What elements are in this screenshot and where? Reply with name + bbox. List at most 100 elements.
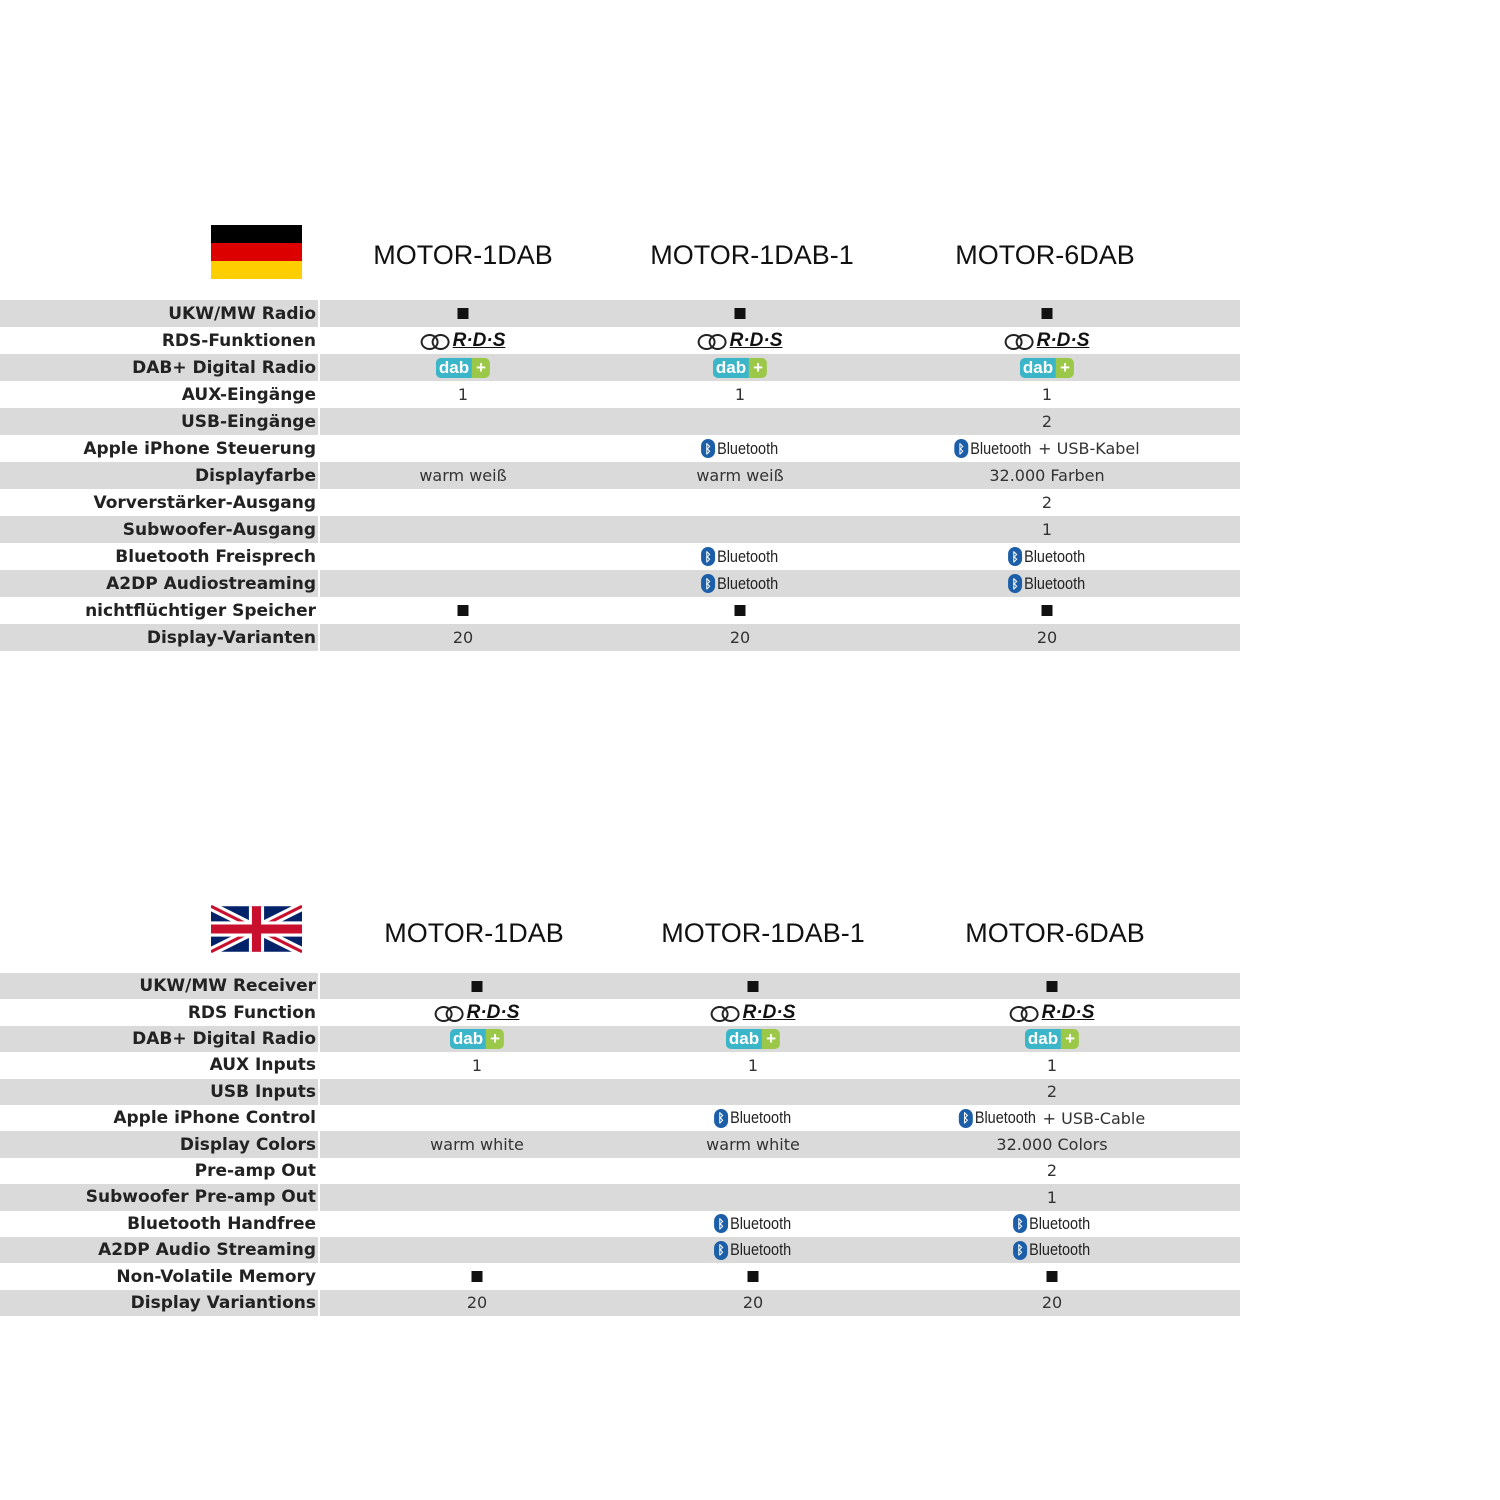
check-square-icon <box>457 308 469 319</box>
bluetooth-logo: ᛒ Bluetooth <box>714 1240 792 1260</box>
column-divider <box>318 1131 320 1158</box>
bluetooth-icon: ᛒ <box>1008 574 1023 593</box>
cell-value: 1 <box>1041 385 1053 404</box>
table-cell: 20 <box>1037 624 1057 651</box>
table-cell: ᛒ Bluetooth <box>1008 543 1086 570</box>
bluetooth-logo: ᛒ Bluetooth <box>701 439 779 459</box>
column-divider <box>318 570 320 597</box>
table-row: AUX-Eingänge 1 1 1 <box>0 381 1240 408</box>
cell-value: 1 <box>747 1055 759 1075</box>
rds-rings-icon <box>1009 1005 1040 1022</box>
bluetooth-icon: ᛒ <box>714 1108 729 1128</box>
bluetooth-logo: ᛒ Bluetooth <box>714 1214 792 1234</box>
cell-value: 32.000 Farben <box>989 466 1105 485</box>
cell-value: warm weiß <box>419 466 507 485</box>
cell-value: 2 <box>1041 412 1053 431</box>
bluetooth-logo: ᛒ Bluetooth <box>1013 1214 1091 1234</box>
table-cell: ᛒ Bluetooth <box>714 1237 792 1263</box>
row-label: USB Inputs <box>210 1081 316 1102</box>
table-cell: ᛒ Bluetooth <box>714 1105 792 1131</box>
bluetooth-logo-text: Bluetooth <box>730 1213 792 1233</box>
row-label: A2DP Audiostreaming <box>106 573 316 594</box>
row-label: Subwoofer-Ausgang <box>122 519 316 540</box>
bluetooth-icon: ᛒ <box>954 439 969 458</box>
dab-logo-text: dab <box>725 1028 763 1049</box>
bluetooth-logo: ᛒ Bluetooth <box>714 1108 792 1128</box>
cell-value: 20 <box>1036 628 1058 647</box>
table-row: Non-Volatile Memory <box>0 1263 1240 1290</box>
table-row: Subwoofer Pre-amp Out 1 <box>0 1184 1240 1211</box>
table-cell: ᛒ Bluetooth <box>701 570 779 597</box>
table-row: Apple iPhone Steuerung ᛒ Bluetooth ᛒ Bluetoo… <box>0 435 1240 462</box>
bluetooth-logo: ᛒ Bluetooth <box>958 1108 1037 1128</box>
table-cell: ᛒ Bluetooth <box>714 1211 792 1237</box>
table-row: Display Variantions 20 20 20 <box>0 1289 1240 1317</box>
rds-logo-text: R·D·S <box>1036 329 1090 351</box>
table-cell: 1 <box>1047 1052 1057 1078</box>
rds-logo-text: R·D·S <box>466 1001 520 1023</box>
table-row: USB-Eingänge 2 <box>0 408 1240 435</box>
check-square-icon <box>1046 1271 1058 1283</box>
row-label: USB-Eingänge <box>180 411 316 432</box>
column-divider <box>318 973 320 1000</box>
rds-rings-icon <box>434 1005 465 1022</box>
check-square-icon <box>747 980 759 992</box>
row-label: Apple iPhone Steuerung <box>83 438 316 459</box>
bluetooth-logo-text: Bluetooth <box>717 546 779 566</box>
table-cell: 2 <box>1042 489 1052 516</box>
table-cell: ᛒ Bluetooth + USB-Cable <box>958 1105 1146 1131</box>
column-divider <box>318 381 320 408</box>
table-row: Vorverstärker-Ausgang 2 <box>0 489 1240 516</box>
table-row: Subwoofer-Ausgang 1 <box>0 516 1240 543</box>
table-row: Displayfarbe warm weiß warm weiß 32.000 Far… <box>0 462 1240 489</box>
table-cell: warm white <box>706 1131 800 1157</box>
cell-value: 1 <box>457 385 469 404</box>
table-cell <box>471 973 483 999</box>
bluetooth-logo: ᛒ Bluetooth <box>1008 574 1086 594</box>
rds-logo: R·D·S <box>697 330 782 352</box>
column-divider <box>318 624 320 651</box>
table-cell <box>1046 1263 1058 1289</box>
check-square-icon <box>457 605 469 616</box>
bluetooth-icon: ᛒ <box>1013 1214 1028 1234</box>
table-cell: R·D·S <box>1004 327 1090 354</box>
column-divider <box>318 408 320 435</box>
column-divider <box>318 1237 320 1264</box>
model-header: MOTOR-6DAB <box>955 240 1135 270</box>
table-cell <box>1046 973 1058 999</box>
table-cell: ᛒ Bluetooth <box>701 435 779 462</box>
rds-logo-text: R·D·S <box>1041 1001 1095 1023</box>
cell-value: 20 <box>452 628 474 647</box>
table-cell: 20 <box>730 624 750 651</box>
table-cell: ᛒ Bluetooth <box>1013 1211 1091 1237</box>
check-square-icon <box>734 308 746 319</box>
table-cell: dab + <box>449 1026 505 1052</box>
rds-logo: R·D·S <box>434 1001 520 1024</box>
table-row: Apple iPhone Control ᛒ Bluetooth ᛒ Bluetooth… <box>0 1105 1240 1132</box>
table-row: Pre-amp Out 2 <box>0 1157 1240 1185</box>
table-cell: ᛒ Bluetooth + USB-Kabel <box>954 435 1140 462</box>
table-cell: 20 <box>743 1290 763 1316</box>
cell-value: 2 <box>1046 1082 1058 1102</box>
table-cell: 20 <box>1042 1290 1062 1316</box>
column-divider <box>318 354 320 381</box>
bluetooth-icon: ᛒ <box>701 439 716 458</box>
cell-value: 2 <box>1046 1161 1058 1181</box>
dab-plus-logo: dab + <box>1019 357 1075 378</box>
rds-rings-icon <box>697 333 728 350</box>
table-cell <box>747 1263 759 1289</box>
bluetooth-icon: ᛒ <box>1013 1240 1028 1260</box>
table-cell: ᛒ Bluetooth <box>701 543 779 570</box>
check-square-icon <box>1041 308 1053 319</box>
table-cell: ᛒ Bluetooth <box>1008 570 1086 597</box>
column-divider <box>318 435 320 462</box>
column-divider <box>318 1210 320 1237</box>
cell-extra-text: + USB-Cable <box>1042 1108 1146 1128</box>
row-label: RDS-Funktionen <box>161 330 316 351</box>
table-cell: R·D·S <box>434 999 520 1025</box>
table-row: A2DP Audio Streaming ᛒ Bluetooth ᛒ Bluetooth <box>0 1237 1240 1264</box>
cell-value: 32.000 Colors <box>996 1135 1108 1155</box>
table-cell: 1 <box>1047 1184 1057 1210</box>
bluetooth-logo-text: Bluetooth <box>1024 546 1086 566</box>
row-label: Bluetooth Freisprech <box>115 546 316 567</box>
